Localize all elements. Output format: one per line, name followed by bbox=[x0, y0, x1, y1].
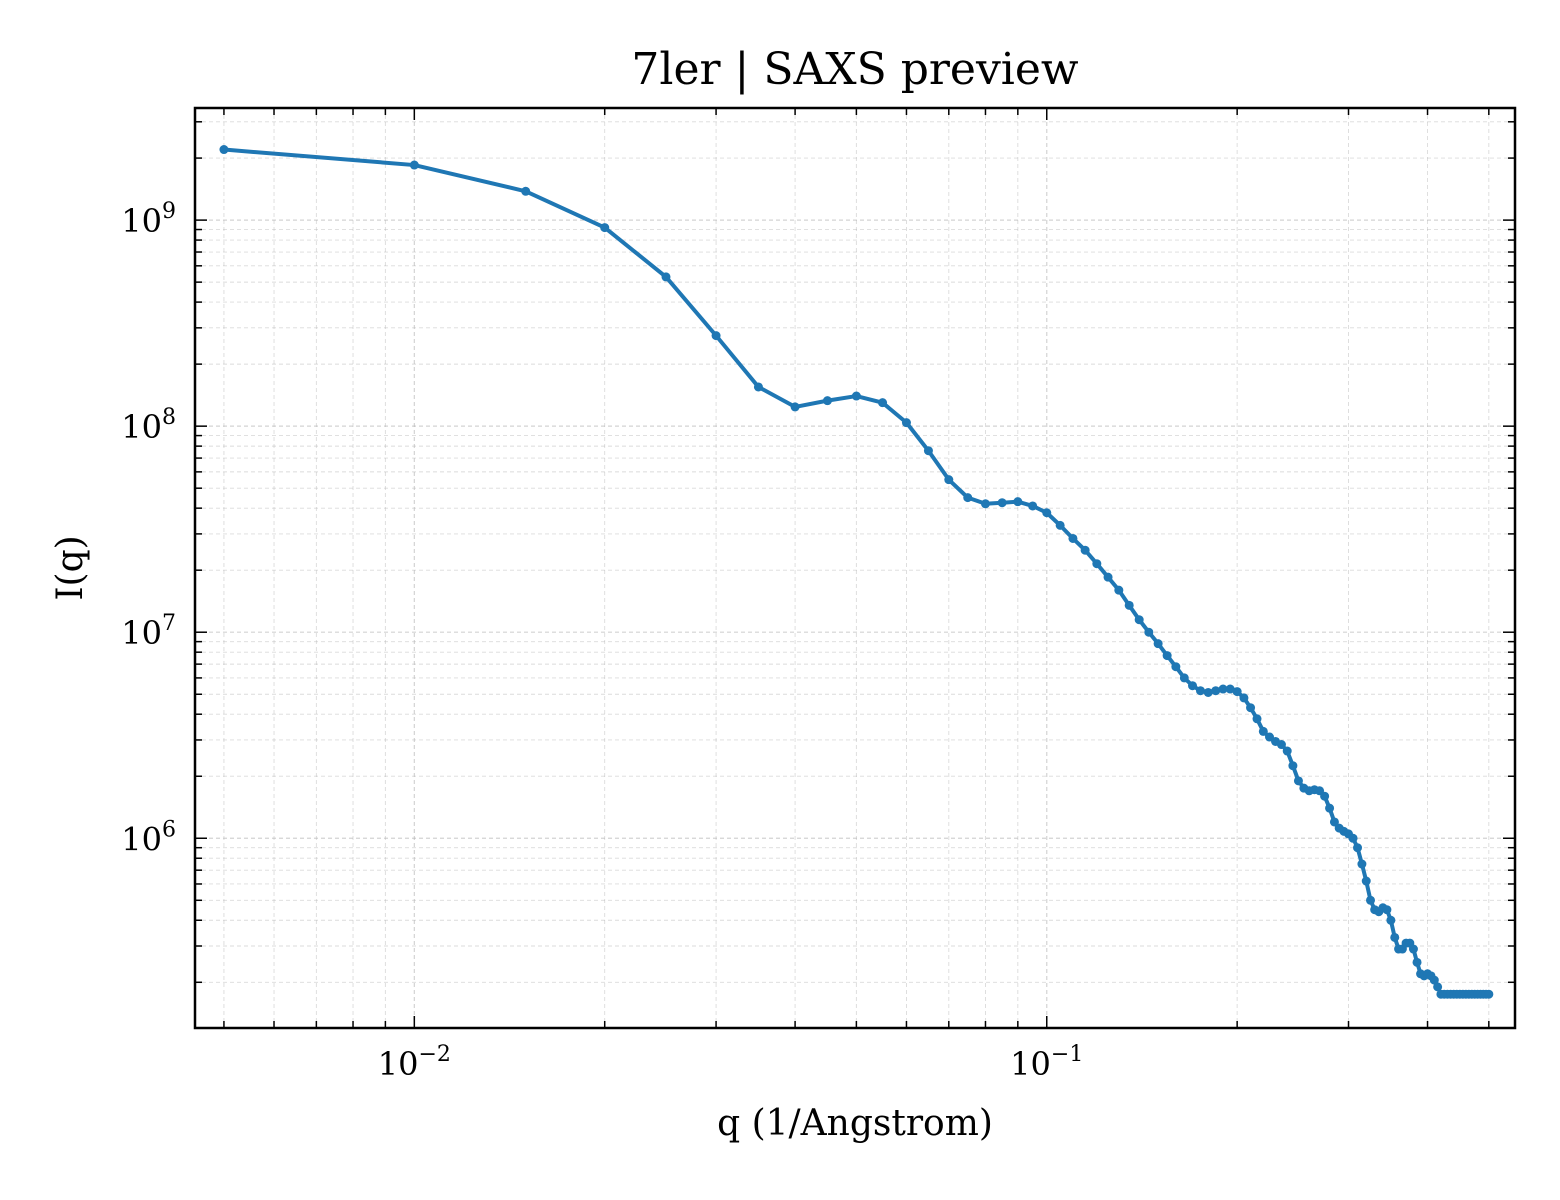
data-point bbox=[1179, 673, 1189, 683]
data-point bbox=[1153, 639, 1163, 649]
x-axis-label: q (1/Angstrom) bbox=[717, 1103, 993, 1144]
data-point bbox=[1188, 681, 1198, 691]
data-point bbox=[878, 398, 888, 408]
data-point bbox=[1162, 651, 1172, 661]
data-point bbox=[997, 498, 1007, 508]
data-point bbox=[1124, 600, 1134, 610]
data-point bbox=[1433, 982, 1443, 992]
ticks: 10−2 10−1 106 107 108 109 bbox=[121, 108, 1515, 1083]
data-point bbox=[1282, 746, 1292, 756]
data-point bbox=[1203, 687, 1213, 697]
data-point bbox=[1386, 915, 1396, 925]
data-point bbox=[1218, 684, 1228, 694]
plot-frame bbox=[193, 106, 1517, 1030]
data-point bbox=[1353, 843, 1363, 853]
data-point bbox=[1144, 627, 1154, 637]
data-point bbox=[1357, 859, 1367, 869]
data-point bbox=[1080, 545, 1090, 555]
data-point bbox=[1211, 686, 1221, 696]
data-point bbox=[1390, 932, 1400, 942]
data-point bbox=[822, 396, 832, 406]
data-point bbox=[1293, 776, 1303, 786]
data-point bbox=[1114, 585, 1124, 595]
data-point bbox=[1028, 501, 1038, 511]
data-point bbox=[1361, 876, 1371, 886]
data-point bbox=[1329, 817, 1339, 827]
data-point bbox=[1092, 559, 1102, 569]
data-point bbox=[1068, 533, 1078, 543]
data-point bbox=[1252, 714, 1262, 724]
data-point bbox=[661, 272, 671, 282]
data-point bbox=[1103, 572, 1113, 582]
data-point bbox=[1484, 989, 1494, 999]
y-tick-label: 106 bbox=[121, 817, 176, 858]
data-point bbox=[1429, 975, 1439, 985]
data-point bbox=[1382, 905, 1392, 915]
data-point bbox=[1042, 508, 1052, 518]
chart-title: 7ler | SAXS preview bbox=[631, 44, 1079, 95]
data-point bbox=[1134, 615, 1144, 625]
data-point bbox=[923, 446, 933, 456]
data-point bbox=[219, 145, 229, 155]
data-point bbox=[1225, 684, 1235, 694]
y-axis-label: I(q) bbox=[50, 535, 91, 600]
data-point bbox=[1232, 687, 1242, 697]
y-tick-label: 108 bbox=[121, 405, 176, 446]
data-point bbox=[711, 331, 721, 341]
data-point bbox=[901, 418, 911, 428]
data-point bbox=[1055, 520, 1065, 530]
data-point bbox=[409, 160, 419, 170]
data-point bbox=[1412, 957, 1422, 967]
data-point bbox=[1195, 686, 1205, 696]
data-point bbox=[1320, 791, 1330, 801]
data-point bbox=[1258, 726, 1268, 736]
data-point bbox=[600, 223, 610, 233]
data-series bbox=[219, 145, 1494, 999]
data-point bbox=[963, 493, 973, 503]
y-tick-label: 107 bbox=[121, 611, 176, 652]
data-point bbox=[1276, 740, 1286, 750]
data-point bbox=[1408, 944, 1418, 954]
data-point bbox=[980, 499, 990, 509]
y-tick-label: 109 bbox=[121, 199, 176, 240]
data-point bbox=[1013, 497, 1023, 507]
data-point bbox=[1288, 761, 1298, 771]
data-point bbox=[1246, 703, 1256, 713]
data-point bbox=[944, 475, 954, 485]
data-point bbox=[521, 186, 531, 196]
x-tick-label: 10−2 bbox=[378, 1042, 451, 1083]
grid bbox=[195, 108, 1515, 1028]
data-point bbox=[1366, 895, 1375, 905]
data-point bbox=[790, 402, 800, 412]
data-point bbox=[753, 382, 763, 392]
data-point bbox=[1171, 662, 1181, 672]
x-tick-label: 10−1 bbox=[1010, 1042, 1083, 1083]
data-point bbox=[1325, 803, 1335, 813]
data-point bbox=[1239, 693, 1249, 703]
data-point bbox=[851, 391, 861, 401]
data-point bbox=[1348, 833, 1358, 843]
